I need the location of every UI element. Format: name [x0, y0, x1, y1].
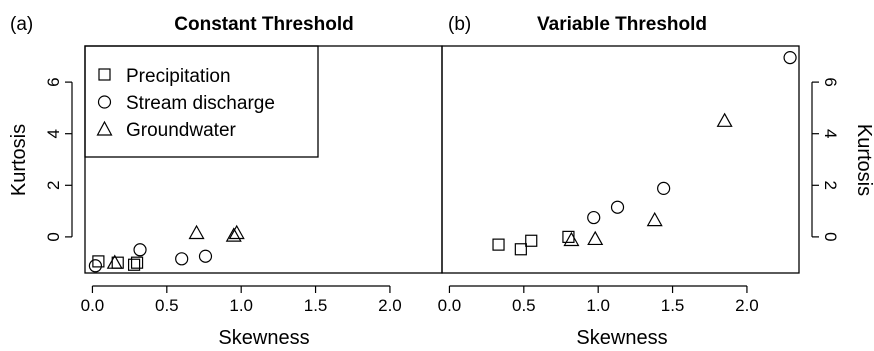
point-square-precipitation — [111, 256, 124, 269]
x-tick-label: 0.5 — [155, 296, 179, 315]
x-tick-label: 1.0 — [229, 296, 253, 315]
y-tick-label: 0 — [821, 232, 840, 241]
point-triangle-groundwater — [716, 112, 733, 127]
point-circle-stream-discharge — [610, 200, 625, 214]
point-circle-stream-discharge — [175, 252, 189, 266]
marks-layer — [88, 51, 797, 273]
y-tick-label: 0 — [44, 232, 63, 241]
point-circle-stream-discharge — [783, 51, 797, 65]
x-tick-label: 0.0 — [438, 296, 462, 315]
legend-entry-precipitation: Precipitation — [126, 66, 231, 87]
y-tick-label: 6 — [821, 77, 840, 86]
panel-b-title: Variable Threshold — [537, 14, 707, 35]
panel-a-tag: (a) — [10, 14, 33, 35]
point-triangle-groundwater — [225, 227, 242, 242]
x-tick-label: 2.0 — [735, 296, 759, 315]
y-tick-label: 4 — [821, 129, 840, 138]
panel-a-ylabel: Kurtosis — [8, 124, 30, 196]
point-square-precipitation — [127, 258, 141, 271]
point-triangle-groundwater — [563, 231, 580, 247]
point-circle-stream-discharge — [133, 243, 147, 257]
y-tick-label: 6 — [44, 77, 63, 86]
point-triangle-groundwater — [106, 254, 123, 269]
point-square-precipitation — [562, 230, 575, 243]
legend-circle-icon — [97, 95, 112, 109]
point-circle-stream-discharge — [657, 181, 671, 195]
axes-layer: 0.0 0.5 1.0 1.5 2.0 0 2 4 6 0.0 0.5 1.0 1.5 2.0 0 2 4 6 — [44, 77, 840, 315]
y-tick-label: 2 — [821, 181, 840, 190]
x-tick-label: 1.5 — [304, 296, 328, 315]
point-square-precipitation — [130, 256, 144, 269]
legend-box — [84, 45, 319, 158]
y-tick-label: 4 — [44, 129, 63, 138]
point-circle-stream-discharge — [198, 249, 213, 263]
x-tick-label: 2.0 — [378, 296, 402, 315]
panel-b-ylabel: Kurtosis — [853, 124, 874, 196]
legend-triangle-icon — [96, 120, 113, 136]
panel-b-plot-area — [441, 45, 800, 274]
point-square-precipitation — [92, 255, 105, 268]
legend: Precipitation Stream discharge Groundwat… — [84, 45, 319, 158]
point-circle-stream-discharge — [587, 210, 601, 225]
y-tick-label: 2 — [44, 181, 63, 190]
legend-square-icon — [98, 68, 111, 81]
x-tick-label: 0.0 — [81, 296, 105, 315]
panel-b-xlabel: Skewness — [576, 327, 667, 349]
point-triangle-groundwater — [228, 224, 245, 240]
panel-a-title: Constant Threshold — [174, 14, 353, 35]
point-triangle-groundwater — [587, 230, 604, 246]
point-circle-stream-discharge — [88, 259, 103, 273]
point-square-precipitation — [514, 243, 527, 256]
point-square-precipitation — [492, 238, 505, 251]
x-tick-label: 1.5 — [661, 296, 685, 315]
point-triangle-groundwater — [646, 211, 663, 227]
x-tick-label: 1.0 — [586, 296, 610, 315]
point-triangle-groundwater — [188, 224, 205, 240]
legend-entry-groundwater: Groundwater — [126, 120, 237, 141]
legend-entry-stream-discharge: Stream discharge — [126, 93, 275, 114]
panel-b-tag: (b) — [448, 14, 471, 35]
x-tick-label: 0.5 — [512, 296, 536, 315]
panel-a-xlabel: Skewness — [218, 327, 309, 349]
point-square-precipitation — [525, 234, 538, 247]
